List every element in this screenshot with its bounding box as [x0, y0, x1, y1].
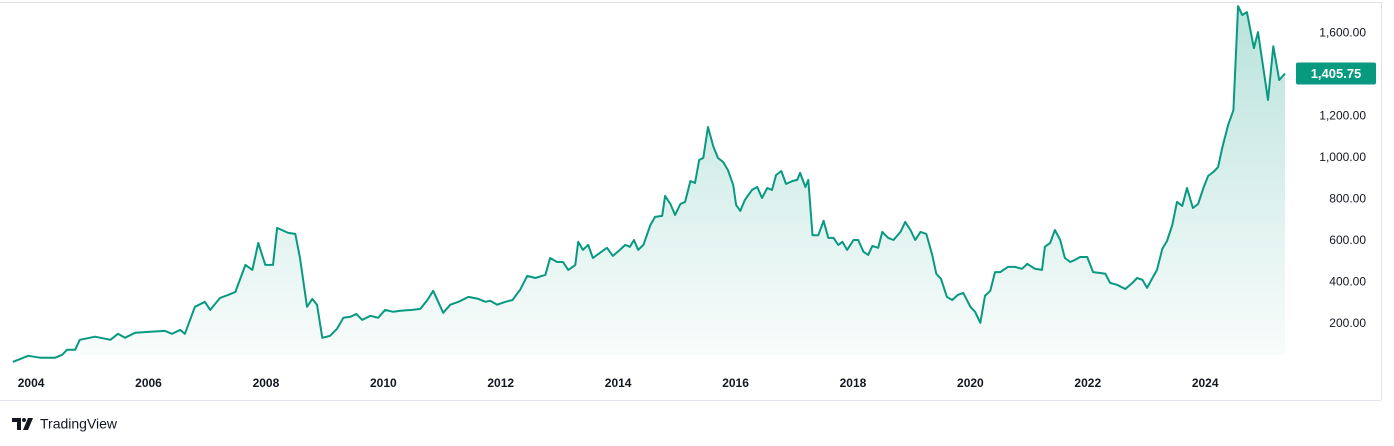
x-tick-label: 2024 [1192, 376, 1219, 390]
brand: TradingView [40, 416, 118, 432]
y-tick-label: 400.00 [1329, 274, 1366, 288]
last-price-label: 1,405.75 [1311, 66, 1362, 81]
x-tick-label: 2012 [487, 376, 514, 390]
x-tick-label: 2010 [370, 376, 397, 390]
x-tick-label: 2004 [18, 376, 45, 390]
x-tick-label: 2022 [1074, 376, 1101, 390]
y-tick-label: 800.00 [1329, 191, 1366, 205]
x-tick-label: 2014 [605, 376, 632, 390]
logo [12, 418, 33, 430]
y-tick-label: 1,000.00 [1319, 150, 1366, 164]
x-tick-label: 2020 [957, 376, 984, 390]
x-tick-label: 2018 [840, 376, 867, 390]
last-price-badge [1296, 62, 1376, 85]
x-tick-label: 2016 [722, 376, 749, 390]
y-tick-label: 600.00 [1329, 233, 1366, 247]
x-tick-label: 2008 [253, 376, 280, 390]
y-tick-label: 1,200.00 [1319, 108, 1366, 122]
area-fill [12, 6, 1285, 362]
y-tick-label: 1,600.00 [1319, 25, 1366, 39]
x-tick-label: 2006 [135, 376, 162, 390]
y-tick-label: 200.00 [1329, 316, 1366, 330]
price-line [12, 5, 1286, 363]
